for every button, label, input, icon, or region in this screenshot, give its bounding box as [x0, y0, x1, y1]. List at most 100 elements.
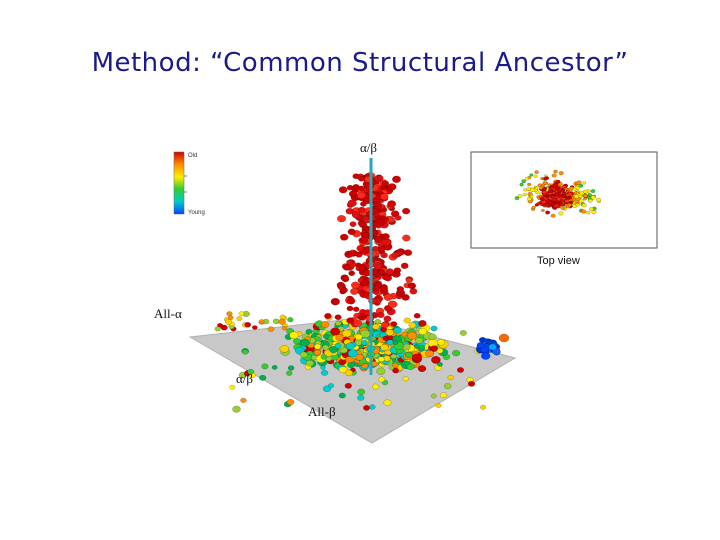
sphere-point	[526, 197, 532, 201]
sphere-point	[534, 186, 539, 190]
sphere-point	[371, 285, 380, 292]
sphere-point	[537, 183, 542, 188]
sphere-point	[437, 339, 446, 346]
sphere-point	[385, 329, 394, 337]
sphere-point	[357, 394, 365, 401]
sphere-point	[329, 345, 338, 354]
sphere-point	[572, 187, 577, 192]
sphere-point	[314, 343, 322, 350]
sphere-point	[589, 207, 594, 211]
sphere-point	[581, 203, 587, 208]
sphere-point	[583, 193, 588, 198]
sphere-point	[344, 382, 352, 389]
sphere-point	[591, 210, 597, 215]
sphere-point	[581, 209, 587, 214]
sphere-point	[380, 344, 389, 352]
sphere-point	[539, 197, 545, 202]
sphere-point	[374, 319, 382, 325]
sphere-point	[403, 249, 413, 257]
sphere-point	[388, 365, 395, 371]
sphere-point	[247, 368, 255, 375]
sphere-point	[347, 361, 355, 369]
sphere-point	[554, 201, 559, 205]
sphere-point	[242, 349, 249, 355]
sphere-point	[431, 355, 441, 364]
sphere-point	[334, 343, 342, 349]
sphere-point	[523, 188, 528, 192]
sphere-point	[413, 313, 421, 319]
sphere-point	[267, 326, 275, 332]
sphere-point	[374, 236, 383, 244]
sphere-point	[555, 179, 561, 184]
sphere-point	[354, 333, 363, 341]
sphere-point	[582, 189, 588, 194]
sphere-point	[345, 207, 354, 215]
sphere-point	[403, 317, 411, 324]
sphere-point	[540, 208, 545, 212]
sphere-point	[567, 192, 573, 197]
sphere-point	[529, 194, 534, 199]
sphere-point	[547, 189, 553, 193]
sphere-point	[579, 191, 585, 196]
sphere-point	[534, 170, 539, 174]
top-view-caption: Top view	[537, 255, 580, 267]
sphere-point	[394, 214, 402, 221]
sphere-point	[342, 264, 351, 271]
sphere-point	[514, 196, 520, 201]
sphere-point	[346, 297, 356, 305]
sphere-point	[376, 367, 386, 376]
sphere-point	[443, 383, 452, 390]
sphere-point	[347, 349, 358, 358]
sphere-point	[334, 314, 342, 321]
sphere-point	[402, 207, 411, 215]
sphere-point	[236, 316, 243, 322]
sphere-point	[299, 351, 308, 359]
sphere-point	[238, 311, 245, 316]
sphere-point	[359, 290, 369, 299]
sphere-point	[378, 246, 386, 253]
sphere-point	[430, 345, 438, 352]
sphere-point	[392, 175, 401, 183]
sphere-point	[529, 187, 536, 192]
sphere-point	[428, 333, 437, 341]
axis-mid-label: α/β	[236, 371, 253, 386]
sphere-point	[281, 325, 288, 331]
sphere-point	[414, 344, 420, 349]
sphere-point	[587, 192, 592, 197]
sphere-point	[381, 233, 390, 240]
sphere-point	[569, 200, 574, 205]
sphere-point	[348, 190, 358, 198]
sphere-point	[214, 326, 221, 332]
sphere-point	[498, 333, 510, 343]
sphere-point	[378, 268, 385, 275]
sphere-point	[415, 337, 424, 344]
sphere-point	[346, 305, 354, 312]
sphere-point	[585, 210, 591, 215]
sphere-point	[369, 404, 376, 410]
sphere-point	[259, 374, 267, 381]
sphere-point	[564, 199, 570, 204]
sphere-point	[575, 201, 580, 205]
sphere-point	[320, 365, 326, 370]
sphere-point	[279, 344, 290, 353]
sphere-point	[358, 176, 365, 182]
sphere-point	[447, 375, 454, 381]
sphere-point	[405, 277, 413, 284]
sphere-point	[357, 206, 366, 213]
sphere-point	[357, 263, 367, 271]
sphere-point	[567, 203, 572, 207]
sphere-point	[240, 397, 247, 403]
sphere-point	[596, 197, 601, 202]
sphere-point	[278, 318, 286, 325]
sphere-point	[229, 384, 236, 390]
sphere-point	[478, 336, 487, 343]
sphere-point	[373, 262, 383, 270]
top-view-points	[514, 169, 602, 218]
sphere-point	[346, 259, 353, 266]
sphere-point	[330, 297, 340, 306]
legend-old-label: Old	[188, 153, 197, 159]
sphere-point	[287, 317, 294, 323]
sphere-point	[382, 335, 389, 341]
sphere-point	[349, 287, 359, 295]
